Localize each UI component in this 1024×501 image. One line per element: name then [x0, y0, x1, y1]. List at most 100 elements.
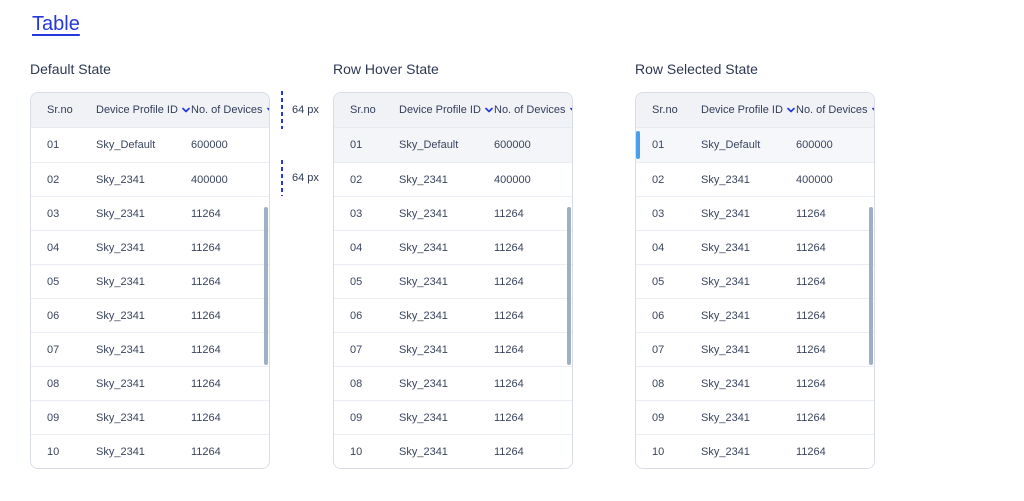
- table-row[interactable]: 03 Sky_2341 11264: [636, 196, 874, 230]
- cell-srno: 04: [350, 241, 363, 254]
- cell-profile: Sky_2341: [399, 173, 448, 186]
- table-row[interactable]: 01 Sky_Default 600000: [334, 128, 572, 162]
- table-row[interactable]: 08 Sky_2341 11264: [31, 366, 269, 400]
- table-section-default: Default State Sr.no Device Profile ID No…: [30, 60, 270, 469]
- dashed-measure-line: [281, 160, 283, 196]
- table-row[interactable]: 10 Sky_2341 11264: [636, 434, 874, 468]
- cell-devices: 400000: [796, 173, 833, 186]
- table-row[interactable]: 04 Sky_2341 11264: [31, 230, 269, 264]
- scrollbar-thumb[interactable]: [264, 207, 268, 365]
- cell-srno: 02: [47, 173, 60, 186]
- table-row[interactable]: 02 Sky_2341 400000: [334, 162, 572, 196]
- table-row[interactable]: 08 Sky_2341 11264: [334, 366, 572, 400]
- column-label: Sr.no: [350, 104, 376, 116]
- table-row[interactable]: 01 Sky_Default 600000: [636, 128, 874, 162]
- table-card: Sr.no Device Profile ID No. of Devices 0…: [635, 92, 875, 469]
- cell-profile: Sky_2341: [96, 445, 145, 458]
- table-row[interactable]: 06 Sky_2341 11264: [334, 298, 572, 332]
- table-row[interactable]: 07 Sky_2341 11264: [636, 332, 874, 366]
- table-row[interactable]: 02 Sky_2341 400000: [636, 162, 874, 196]
- column-header-srno: Sr.no: [47, 104, 96, 116]
- table-row[interactable]: 02 Sky_2341 400000: [31, 162, 269, 196]
- section-title: Default State: [30, 61, 111, 77]
- column-label: Device Profile ID: [96, 104, 178, 116]
- column-header-devices[interactable]: No. of Devices: [796, 104, 874, 116]
- cell-devices: 11264: [494, 411, 524, 424]
- cell-profile: Sky_2341: [701, 241, 750, 254]
- cell-srno: 06: [47, 309, 60, 322]
- cell-devices: 11264: [191, 275, 221, 288]
- cell-profile: Sky_2341: [96, 241, 145, 254]
- table-row[interactable]: 04 Sky_2341 11264: [334, 230, 572, 264]
- cell-profile: Sky_2341: [399, 343, 448, 356]
- cell-devices: 11264: [494, 377, 524, 390]
- scrollbar-thumb[interactable]: [869, 207, 873, 365]
- column-header-devices[interactable]: No. of Devices: [191, 104, 269, 116]
- chevron-down-icon: [787, 107, 795, 113]
- column-header-devices[interactable]: No. of Devices: [494, 104, 572, 116]
- cell-profile: Sky_2341: [96, 343, 145, 356]
- cell-profile: Sky_2341: [399, 241, 448, 254]
- cell-srno: 07: [350, 343, 363, 356]
- table-row[interactable]: 05 Sky_2341 11264: [334, 264, 572, 298]
- chevron-down-icon: [182, 107, 190, 113]
- cell-srno: 04: [47, 241, 60, 254]
- cell-srno: 10: [652, 445, 665, 458]
- selected-row-indicator: [636, 131, 640, 159]
- cell-srno: 01: [47, 139, 60, 151]
- cell-srno: 01: [652, 139, 665, 151]
- cell-profile: Sky_2341: [399, 207, 448, 220]
- cell-profile: Sky_2341: [701, 309, 750, 322]
- cell-srno: 03: [350, 207, 363, 220]
- table-row[interactable]: 04 Sky_2341 11264: [636, 230, 874, 264]
- column-header-device-profile[interactable]: Device Profile ID: [701, 104, 796, 116]
- cell-srno: 06: [652, 309, 665, 322]
- table-header: Sr.no Device Profile ID No. of Devices: [334, 93, 572, 128]
- table-row[interactable]: 03 Sky_2341 11264: [31, 196, 269, 230]
- page-title-link[interactable]: Table: [32, 13, 80, 35]
- cell-devices: 11264: [796, 275, 826, 288]
- table-row[interactable]: 06 Sky_2341 11264: [31, 298, 269, 332]
- cell-devices: 600000: [494, 139, 531, 151]
- table-row[interactable]: 05 Sky_2341 11264: [31, 264, 269, 298]
- table-row[interactable]: 07 Sky_2341 11264: [334, 332, 572, 366]
- dashed-measure-line: [281, 91, 283, 129]
- cell-srno: 10: [47, 445, 60, 458]
- cell-profile: Sky_2341: [701, 207, 750, 220]
- table-row[interactable]: 06 Sky_2341 11264: [636, 298, 874, 332]
- cell-srno: 03: [47, 207, 60, 220]
- table-row[interactable]: 05 Sky_2341 11264: [636, 264, 874, 298]
- table-section-hover: Row Hover State Sr.no Device Profile ID …: [333, 60, 573, 469]
- scrollbar-thumb[interactable]: [567, 207, 571, 365]
- table-row[interactable]: 07 Sky_2341 11264: [31, 332, 269, 366]
- table-row[interactable]: 03 Sky_2341 11264: [334, 196, 572, 230]
- cell-srno: 06: [350, 309, 363, 322]
- section-title: Row Selected State: [635, 61, 758, 77]
- cell-srno: 09: [47, 411, 60, 424]
- cell-devices: 11264: [796, 309, 826, 322]
- table-row[interactable]: 09 Sky_2341 11264: [334, 400, 572, 434]
- chevron-down-icon: [485, 107, 493, 113]
- table-row[interactable]: 10 Sky_2341 11264: [334, 434, 572, 468]
- table-row[interactable]: 09 Sky_2341 11264: [31, 400, 269, 434]
- column-header-device-profile[interactable]: Device Profile ID: [399, 104, 494, 116]
- cell-devices: 11264: [191, 411, 221, 424]
- cell-srno: 07: [47, 343, 60, 356]
- cell-devices: 400000: [494, 173, 531, 186]
- column-label: No. of Devices: [494, 104, 566, 116]
- cell-srno: 08: [350, 377, 363, 390]
- cell-profile: Sky_2341: [701, 173, 750, 186]
- table-row[interactable]: 01 Sky_Default 600000: [31, 128, 269, 162]
- cell-srno: 09: [350, 411, 363, 424]
- table-card: Sr.no Device Profile ID No. of Devices 0…: [30, 92, 270, 469]
- cell-devices: 11264: [494, 241, 524, 254]
- cell-profile: Sky_Default: [96, 139, 156, 151]
- cell-srno: 10: [350, 445, 363, 458]
- cell-profile: Sky_2341: [701, 445, 750, 458]
- table-row[interactable]: 10 Sky_2341 11264: [31, 434, 269, 468]
- cell-profile: Sky_2341: [399, 411, 448, 424]
- table-row[interactable]: 09 Sky_2341 11264: [636, 400, 874, 434]
- cell-devices: 11264: [191, 207, 221, 220]
- column-header-device-profile[interactable]: Device Profile ID: [96, 104, 191, 116]
- table-row[interactable]: 08 Sky_2341 11264: [636, 366, 874, 400]
